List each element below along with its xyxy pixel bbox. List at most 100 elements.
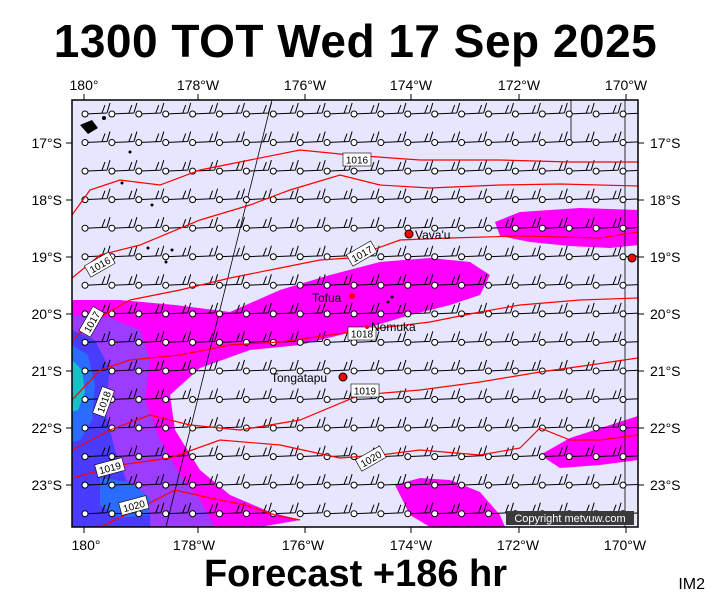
wind-barb xyxy=(511,416,541,432)
wind-barb xyxy=(485,274,514,289)
wind-barb xyxy=(592,416,622,432)
wind-barb xyxy=(511,274,541,289)
wind-barb xyxy=(377,131,407,147)
wind-barb xyxy=(350,131,380,147)
wind-barb xyxy=(538,331,568,346)
wind-barb xyxy=(619,396,638,403)
wind-barb xyxy=(162,131,192,147)
lat-label: 20°S xyxy=(650,306,681,322)
wind-barb xyxy=(162,474,192,489)
wind-barb xyxy=(189,331,219,346)
wind-barb xyxy=(350,274,380,289)
wind-barb xyxy=(81,445,111,461)
wind-barb xyxy=(511,474,541,489)
lon-label: 174°W xyxy=(390,77,433,93)
wind-barb xyxy=(592,274,622,289)
wind-barb xyxy=(565,159,595,175)
wind-barb xyxy=(108,302,138,318)
isobar-label: 1016 xyxy=(342,152,372,167)
wind-barb xyxy=(511,331,541,346)
wind-barb xyxy=(404,416,434,432)
wind-barb xyxy=(377,302,407,318)
wind-barb xyxy=(189,217,219,232)
wind-barb xyxy=(565,388,595,403)
wind-barb xyxy=(323,502,353,518)
wind-barb xyxy=(619,196,638,204)
wind-barb xyxy=(538,188,568,204)
wind-barb xyxy=(242,245,272,261)
wind-barb xyxy=(216,188,245,204)
wind-barb xyxy=(619,224,638,232)
wind-barb xyxy=(189,388,219,403)
wind-barb xyxy=(404,388,434,403)
lat-label: 18°S xyxy=(650,192,681,208)
wind-barb xyxy=(619,453,638,461)
wind-barb xyxy=(377,274,407,289)
wind-barb xyxy=(189,131,219,147)
wind-barb xyxy=(511,102,541,118)
svg-text:Tongatapu: Tongatapu xyxy=(271,371,327,385)
wind-barb xyxy=(269,102,299,118)
wind-barb xyxy=(162,159,192,175)
lat-label: 23°S xyxy=(31,477,62,493)
wind-barb xyxy=(108,474,138,489)
forecast-hours: Forecast +186 hr xyxy=(203,553,508,595)
wind-barb xyxy=(108,159,138,175)
place-tongatapu: Tongatapu xyxy=(271,371,348,385)
wind-barb xyxy=(135,359,165,375)
wind-barb xyxy=(485,131,514,147)
wind-barb xyxy=(296,474,326,489)
wind-barb xyxy=(81,474,111,489)
lon-label: 178°W xyxy=(173,537,216,553)
wind-barb xyxy=(511,245,541,261)
wind-barb xyxy=(404,502,434,518)
wind-barb xyxy=(135,131,165,147)
wind-barb xyxy=(135,188,165,204)
wind-barb xyxy=(162,388,192,403)
wind-barb xyxy=(189,302,219,318)
wind-barb xyxy=(431,388,461,403)
wind-barb xyxy=(350,188,380,204)
wind-barb xyxy=(135,274,165,289)
wind-barb xyxy=(269,159,299,175)
wind-barb xyxy=(458,502,488,518)
lat-label: 20°S xyxy=(31,306,62,322)
wind-barb xyxy=(565,217,595,232)
wind-barb xyxy=(377,188,407,204)
wind-barb xyxy=(431,188,461,204)
lon-label: 174°W xyxy=(390,537,433,553)
wind-barb xyxy=(377,474,407,489)
wind-barb xyxy=(189,502,219,518)
wind-barb xyxy=(458,131,488,147)
wind-barb xyxy=(135,217,165,232)
wind-barb xyxy=(296,302,326,318)
wind-barb xyxy=(458,474,488,489)
wind-barb xyxy=(538,302,568,318)
lat-label: 22°S xyxy=(31,420,62,436)
wind-barb xyxy=(269,302,299,318)
wind-barb xyxy=(216,217,245,232)
lon-labels-bottom: 180° 178°W 176°W 174°W 172°W 170°W xyxy=(72,537,647,553)
wind-barb xyxy=(619,338,638,346)
wind-barb xyxy=(296,159,326,175)
wind-barb xyxy=(565,245,595,261)
wind-barb xyxy=(619,424,638,432)
wind-barb xyxy=(377,217,407,232)
wind-barb xyxy=(458,245,488,261)
wind-barb xyxy=(296,102,326,118)
svg-text:Vava'u: Vava'u xyxy=(415,228,450,242)
wind-barb xyxy=(323,359,353,375)
lon-label: 178°W xyxy=(177,77,220,93)
lon-label: 180° xyxy=(70,77,99,93)
wind-barb xyxy=(216,274,245,289)
lon-labels-top: 180° 178°W 176°W 174°W 172°W 170°W xyxy=(70,77,648,93)
wind-barb xyxy=(135,388,165,403)
wind-barb xyxy=(296,416,326,432)
wind-barb xyxy=(404,245,434,261)
wind-barb xyxy=(377,159,407,175)
wind-barb xyxy=(404,159,434,175)
lat-label: 21°S xyxy=(31,363,62,379)
wind-barb xyxy=(296,245,326,261)
wind-barb xyxy=(565,445,595,461)
wind-barb xyxy=(269,502,299,518)
